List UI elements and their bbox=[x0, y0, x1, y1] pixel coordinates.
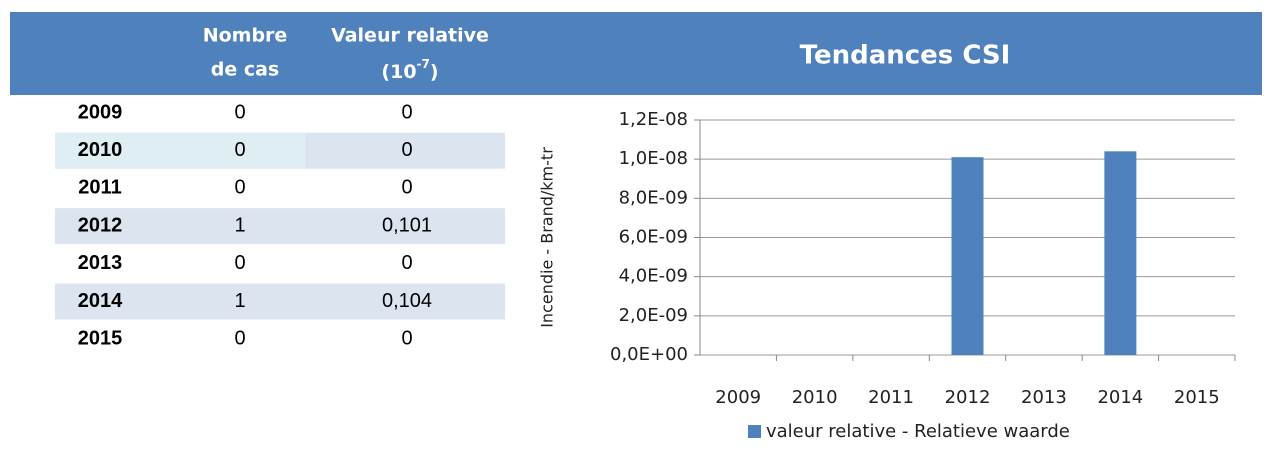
y-axis-label: Incendie - Brand/km-tr bbox=[538, 147, 557, 328]
table-cell: 0 bbox=[401, 139, 412, 161]
legend-label: valeur relative - Relatieve waarde bbox=[766, 421, 1070, 442]
table-cell: 0 bbox=[401, 101, 412, 123]
table-cell: 2014 bbox=[78, 290, 123, 312]
table-cell: 0 bbox=[401, 327, 412, 349]
header-sup: -7 bbox=[417, 57, 430, 71]
x-tick-label: 2009 bbox=[715, 387, 761, 408]
table-cell: 2010 bbox=[78, 139, 123, 161]
y-tick-label: 0,0E+00 bbox=[610, 344, 688, 365]
header-bar bbox=[10, 12, 1262, 95]
table-cell: 1 bbox=[234, 290, 245, 312]
bar bbox=[951, 157, 984, 355]
x-tick-label: 2012 bbox=[945, 387, 991, 408]
table-cell: 0,101 bbox=[382, 214, 432, 236]
chart-title: Tendances CSI bbox=[800, 41, 1011, 71]
x-tick-label: 2014 bbox=[1097, 387, 1143, 408]
y-tick-label: 1,2E-08 bbox=[619, 109, 688, 130]
legend-swatch bbox=[748, 425, 761, 438]
y-tick-label: 4,0E-09 bbox=[619, 266, 688, 287]
table-cell: 2013 bbox=[78, 252, 123, 274]
header-part: (10 bbox=[381, 61, 416, 83]
x-tick-label: 2010 bbox=[792, 387, 838, 408]
table-cell: 0 bbox=[234, 139, 245, 161]
table-cell: 2012 bbox=[78, 214, 123, 236]
header-cell: Valeur relative bbox=[331, 25, 489, 47]
x-tick-label: 2013 bbox=[1021, 387, 1067, 408]
y-tick-label: 6,0E-09 bbox=[619, 227, 688, 248]
y-tick-label: 2,0E-09 bbox=[619, 305, 688, 326]
table-cell: 0 bbox=[234, 101, 245, 123]
table-cell: 1 bbox=[234, 214, 245, 236]
y-tick-label: 1,0E-08 bbox=[619, 148, 688, 169]
x-tick-label: 2015 bbox=[1174, 387, 1220, 408]
y-tick-label: 8,0E-09 bbox=[619, 187, 688, 208]
table-cell: 0 bbox=[234, 252, 245, 274]
row-band bbox=[55, 208, 505, 245]
table-cell: 2009 bbox=[78, 101, 123, 123]
table-cell: 0 bbox=[401, 177, 412, 199]
table-cell: 2015 bbox=[78, 327, 123, 349]
x-tick-label: 2011 bbox=[868, 387, 914, 408]
header-cell: Nombre bbox=[203, 25, 288, 47]
table-cell: 0 bbox=[401, 252, 412, 274]
header-cell: (10-7) bbox=[381, 57, 438, 83]
table-cell: 0 bbox=[234, 177, 245, 199]
header-cell: de cas bbox=[211, 59, 280, 81]
table-cell: 0,104 bbox=[382, 290, 432, 312]
row-band bbox=[55, 132, 305, 169]
row-band bbox=[55, 283, 505, 320]
table-cell: 0 bbox=[234, 327, 245, 349]
table-cell: 2011 bbox=[78, 177, 121, 199]
header-part: ) bbox=[430, 61, 439, 83]
bar bbox=[1104, 151, 1137, 355]
